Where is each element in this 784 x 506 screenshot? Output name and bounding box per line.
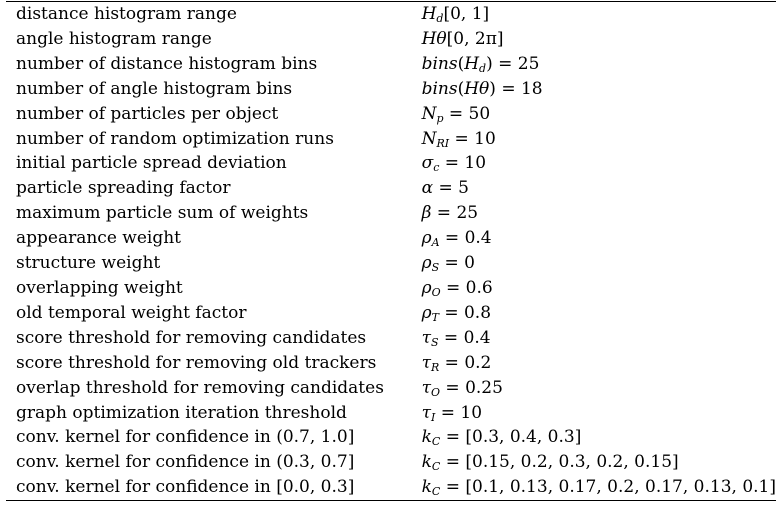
parameter-description: score threshold for removing old tracker… [16,352,377,373]
parameter-value: ρS = 0 [422,251,776,276]
parameter-value-math: τO = 0.25 [421,377,503,399]
table-row: number of angle histogram bins bins(Hθ) =… [6,77,776,102]
parameter-value: NRI = 10 [422,127,776,152]
parameter-value-math: Hd[0, 1] [421,4,490,25]
parameter-description: overlap threshold for removing candidate… [16,377,384,398]
parameter-value: bins(Hd) = 25 [422,52,776,77]
table-row: old temporal weight factor ρT = 0.8 [6,301,776,326]
parameter-description: conv. kernel for confidence in (0.7, 1.0… [16,427,355,448]
table-row: score threshold for removing candidates τ… [6,326,776,351]
table-row: structure weight ρS = 0 [6,251,776,276]
table-row: appearance weight ρA = 0.4 [6,226,776,251]
table-row: conv. kernel for confidence in (0.3, 0.7… [6,450,776,475]
parameter-value-math: bins(Hd) = 25 [421,53,540,75]
parameter-value-math: NRI = 10 [421,128,496,150]
table-row: angle histogram range Hθ[0, 2π] [6,27,776,52]
parameter-description: distance histogram range [16,4,237,24]
parameter-value: kC = [0.3, 0.4, 0.3] [422,425,776,450]
parameter-description: old temporal weight factor [16,302,247,323]
parameter-description: conv. kernel for confidence in (0.3, 0.7… [16,452,355,473]
parameter-value-math: ρO = 0.6 [421,277,493,299]
parameter-value: ρA = 0.4 [422,226,776,251]
table-row: maximum particle sum of weights β = 25 [6,201,776,226]
parameter-value: ρO = 0.6 [422,276,776,301]
parameter-description: appearance weight [16,228,182,249]
parameter-value-math: ρT = 0.8 [421,302,492,324]
parameter-value: Np = 50 [422,102,776,127]
parameter-value: τI = 10 [422,401,776,426]
parameter-value-math: τS = 0.4 [421,327,491,349]
table-row: initial particle spread deviation σc = 10 [6,151,776,176]
parameter-description: conv. kernel for confidence in [0.0, 0.3… [16,477,355,498]
parameter-table: distance histogram range Hd[0, 1] angle hi… [6,1,776,502]
parameter-description: initial particle spread deviation [16,153,287,174]
table-row: overlapping weight ρO = 0.6 [6,276,776,301]
parameter-value-math: ρA = 0.4 [421,228,492,250]
parameter-value-math: kC = [0.3, 0.4, 0.3] [421,427,582,449]
parameter-value: τO = 0.25 [422,376,776,401]
parameter-value: kC = [0.15, 0.2, 0.3, 0.2, 0.15] [422,450,776,475]
parameter-value-math: kC = [0.15, 0.2, 0.3, 0.2, 0.15] [421,452,679,474]
parameter-description: score threshold for removing candidates [16,327,367,348]
table-row: number of distance histogram bins bins(Hd… [6,52,776,77]
parameter-description: number of distance histogram bins [16,53,318,74]
parameter-value-math: kC = [0.1, 0.13, 0.17, 0.2, 0.17, 0.13, … [421,477,776,499]
parameter-value: Hd[0, 1] [422,2,776,27]
parameter-description: number of angle histogram bins [16,78,293,99]
table-row: conv. kernel for confidence in [0.0, 0.3… [6,475,776,500]
parameter-value: Hθ[0, 2π] [422,27,776,52]
parameter-value: α = 5 [422,176,776,201]
parameter-value: kC = [0.1, 0.13, 0.17, 0.2, 0.17, 0.13, … [422,475,776,500]
parameter-value-math: τI = 10 [421,402,483,424]
table-row: particle spreading factor α = 5 [6,176,776,201]
parameter-description: particle spreading factor [16,178,231,199]
parameter-value-math: α = 5 [421,178,469,199]
parameter-value-math: σc = 10 [421,153,487,175]
table-row: score threshold for removing old tracker… [6,351,776,376]
table-row: overlap threshold for removing candidate… [6,376,776,401]
parameter-description: overlapping weight [16,277,183,298]
parameter-description: graph optimization iteration threshold [16,402,347,423]
parameter-value-math: bins(Hθ) = 18 [421,78,543,99]
parameter-value: σc = 10 [422,151,776,176]
parameter-value-math: Np = 50 [421,103,491,125]
table-row: conv. kernel for confidence in (0.7, 1.0… [6,425,776,450]
parameter-description: number of particles per object [16,103,279,124]
parameter-value: bins(Hθ) = 18 [422,77,776,102]
parameter-value-math: β = 25 [421,203,479,224]
parameter-value: β = 25 [422,201,776,226]
parameter-description: maximum particle sum of weights [16,203,309,224]
parameter-description: angle histogram range [16,28,212,49]
table-row: graph optimization iteration threshold τI… [6,401,776,426]
table-row: distance histogram range Hd[0, 1] [6,2,776,27]
parameter-value-math: ρS = 0 [421,253,475,275]
parameter-value-math: τR = 0.2 [421,352,492,374]
table-row: number of particles per object Np = 50 [6,102,776,127]
table-row: number of random optimization runs NRI = … [6,127,776,152]
parameter-value-math: Hθ[0, 2π] [421,28,504,49]
parameter-description: structure weight [16,253,161,274]
parameter-value: τS = 0.4 [422,326,776,351]
parameter-value: ρT = 0.8 [422,301,776,326]
parameter-value: τR = 0.2 [422,351,776,376]
parameter-table-body: distance histogram range Hd[0, 1] angle hi… [6,2,776,501]
parameter-description: number of random optimization runs [16,128,334,149]
